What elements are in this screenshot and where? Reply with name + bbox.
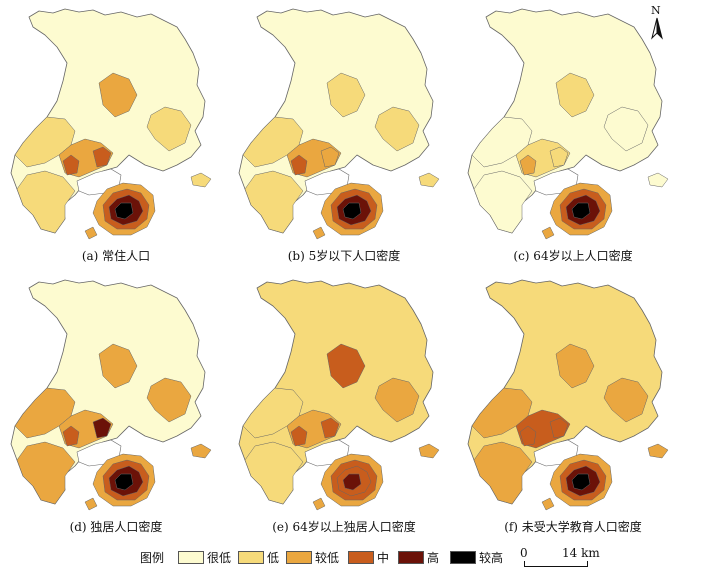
caption-a: (a) 常住人口 [81, 249, 151, 263]
map-panel-a: (a) 常住人口 [5, 5, 227, 263]
district-hot-a [290, 154, 308, 176]
district-west [242, 116, 304, 168]
district-southwest [16, 170, 76, 234]
district-center [98, 343, 138, 389]
islet [418, 443, 440, 459]
district-southwest [16, 441, 76, 505]
legend-label: 中 [377, 551, 390, 565]
district-hot-b [320, 146, 340, 168]
scale-distance: 14 km [562, 546, 600, 560]
legend-swatch [178, 551, 204, 564]
legend: 图例 很低 低 较低 中 高 较高 [140, 548, 510, 566]
district-hot-a [62, 154, 80, 176]
map-panel-b: (b) 5岁以下人口密度 [233, 5, 455, 263]
legend-swatch [398, 551, 424, 564]
district-west [14, 387, 76, 439]
island-core [114, 202, 134, 220]
district-hot-a [290, 425, 308, 447]
islet [190, 443, 212, 459]
map-d [10, 279, 212, 511]
legend-swatch [450, 551, 476, 564]
district-west [242, 387, 304, 439]
small-island [84, 497, 98, 511]
district-hot-b [320, 417, 340, 439]
district-southwest [473, 170, 533, 234]
legend-label: 较高 [479, 551, 504, 565]
map-e [238, 279, 440, 511]
district-west [471, 387, 533, 439]
district-east [146, 377, 192, 423]
district-hot-b [92, 417, 112, 439]
legend-swatch [286, 551, 312, 564]
islet [647, 443, 669, 459]
district-center [555, 343, 595, 389]
legend-title: 图例 [140, 551, 165, 565]
district-hot-b [549, 417, 569, 439]
district-center [98, 72, 138, 118]
map-panel-f: (f) 未受大学教育人口密度 [462, 276, 684, 534]
district-center [326, 72, 366, 118]
caption-d: (d) 独居人口密度 [69, 520, 163, 534]
legend-label: 较低 [315, 551, 340, 565]
map-c [467, 8, 669, 240]
island-core [342, 202, 362, 220]
legend-label: 低 [267, 551, 280, 565]
islet [418, 172, 440, 188]
map-panel-e: (e) 64岁以上独居人口密度 [233, 276, 455, 534]
legend-label: 高 [427, 551, 440, 565]
district-east [146, 106, 192, 152]
caption-f: (f) 未受大学教育人口密度 [504, 520, 642, 534]
map-b [238, 8, 440, 240]
district-center [555, 72, 595, 118]
caption-e: (e) 64岁以上独居人口密度 [272, 520, 416, 534]
district-west [14, 116, 76, 168]
scale-bar: 0 14 km [520, 546, 610, 568]
legend-swatch [238, 551, 264, 564]
legend-label: 很低 [207, 551, 232, 565]
small-island [541, 497, 555, 511]
district-hot-b [92, 146, 112, 168]
caption-c: (c) 64岁以上人口密度 [513, 249, 633, 263]
small-island [312, 226, 326, 240]
district-east [603, 106, 649, 152]
district-hot-b [549, 146, 569, 168]
district-southwest [473, 441, 533, 505]
islet [190, 172, 212, 188]
district-hot-a [519, 425, 537, 447]
small-island [541, 226, 555, 240]
small-island [84, 226, 98, 240]
north-arrow: N [648, 4, 666, 40]
scale-bar-line [524, 561, 588, 567]
district-center [326, 343, 366, 389]
caption-b: (b) 5岁以下人口密度 [287, 249, 401, 263]
district-southwest [244, 170, 304, 234]
island-core [114, 473, 134, 491]
map-f [467, 279, 669, 511]
district-east [374, 377, 420, 423]
district-hot-a [62, 425, 80, 447]
map-panel-d: (d) 独居人口密度 [5, 276, 227, 534]
district-east [374, 106, 420, 152]
district-southwest [244, 441, 304, 505]
islet [647, 172, 669, 188]
map-a [10, 8, 212, 240]
north-label: N [651, 4, 661, 17]
island-core [342, 473, 362, 491]
district-hot-a [519, 154, 537, 176]
district-east [603, 377, 649, 423]
small-island [312, 497, 326, 511]
island-core [571, 473, 591, 491]
legend-swatch [348, 551, 374, 564]
scale-zero: 0 [520, 546, 528, 560]
island-core [571, 202, 591, 220]
north-arrow-icon [651, 17, 663, 40]
map-panel-c: (c) 64岁以上人口密度 [462, 5, 684, 263]
district-west [471, 116, 533, 168]
